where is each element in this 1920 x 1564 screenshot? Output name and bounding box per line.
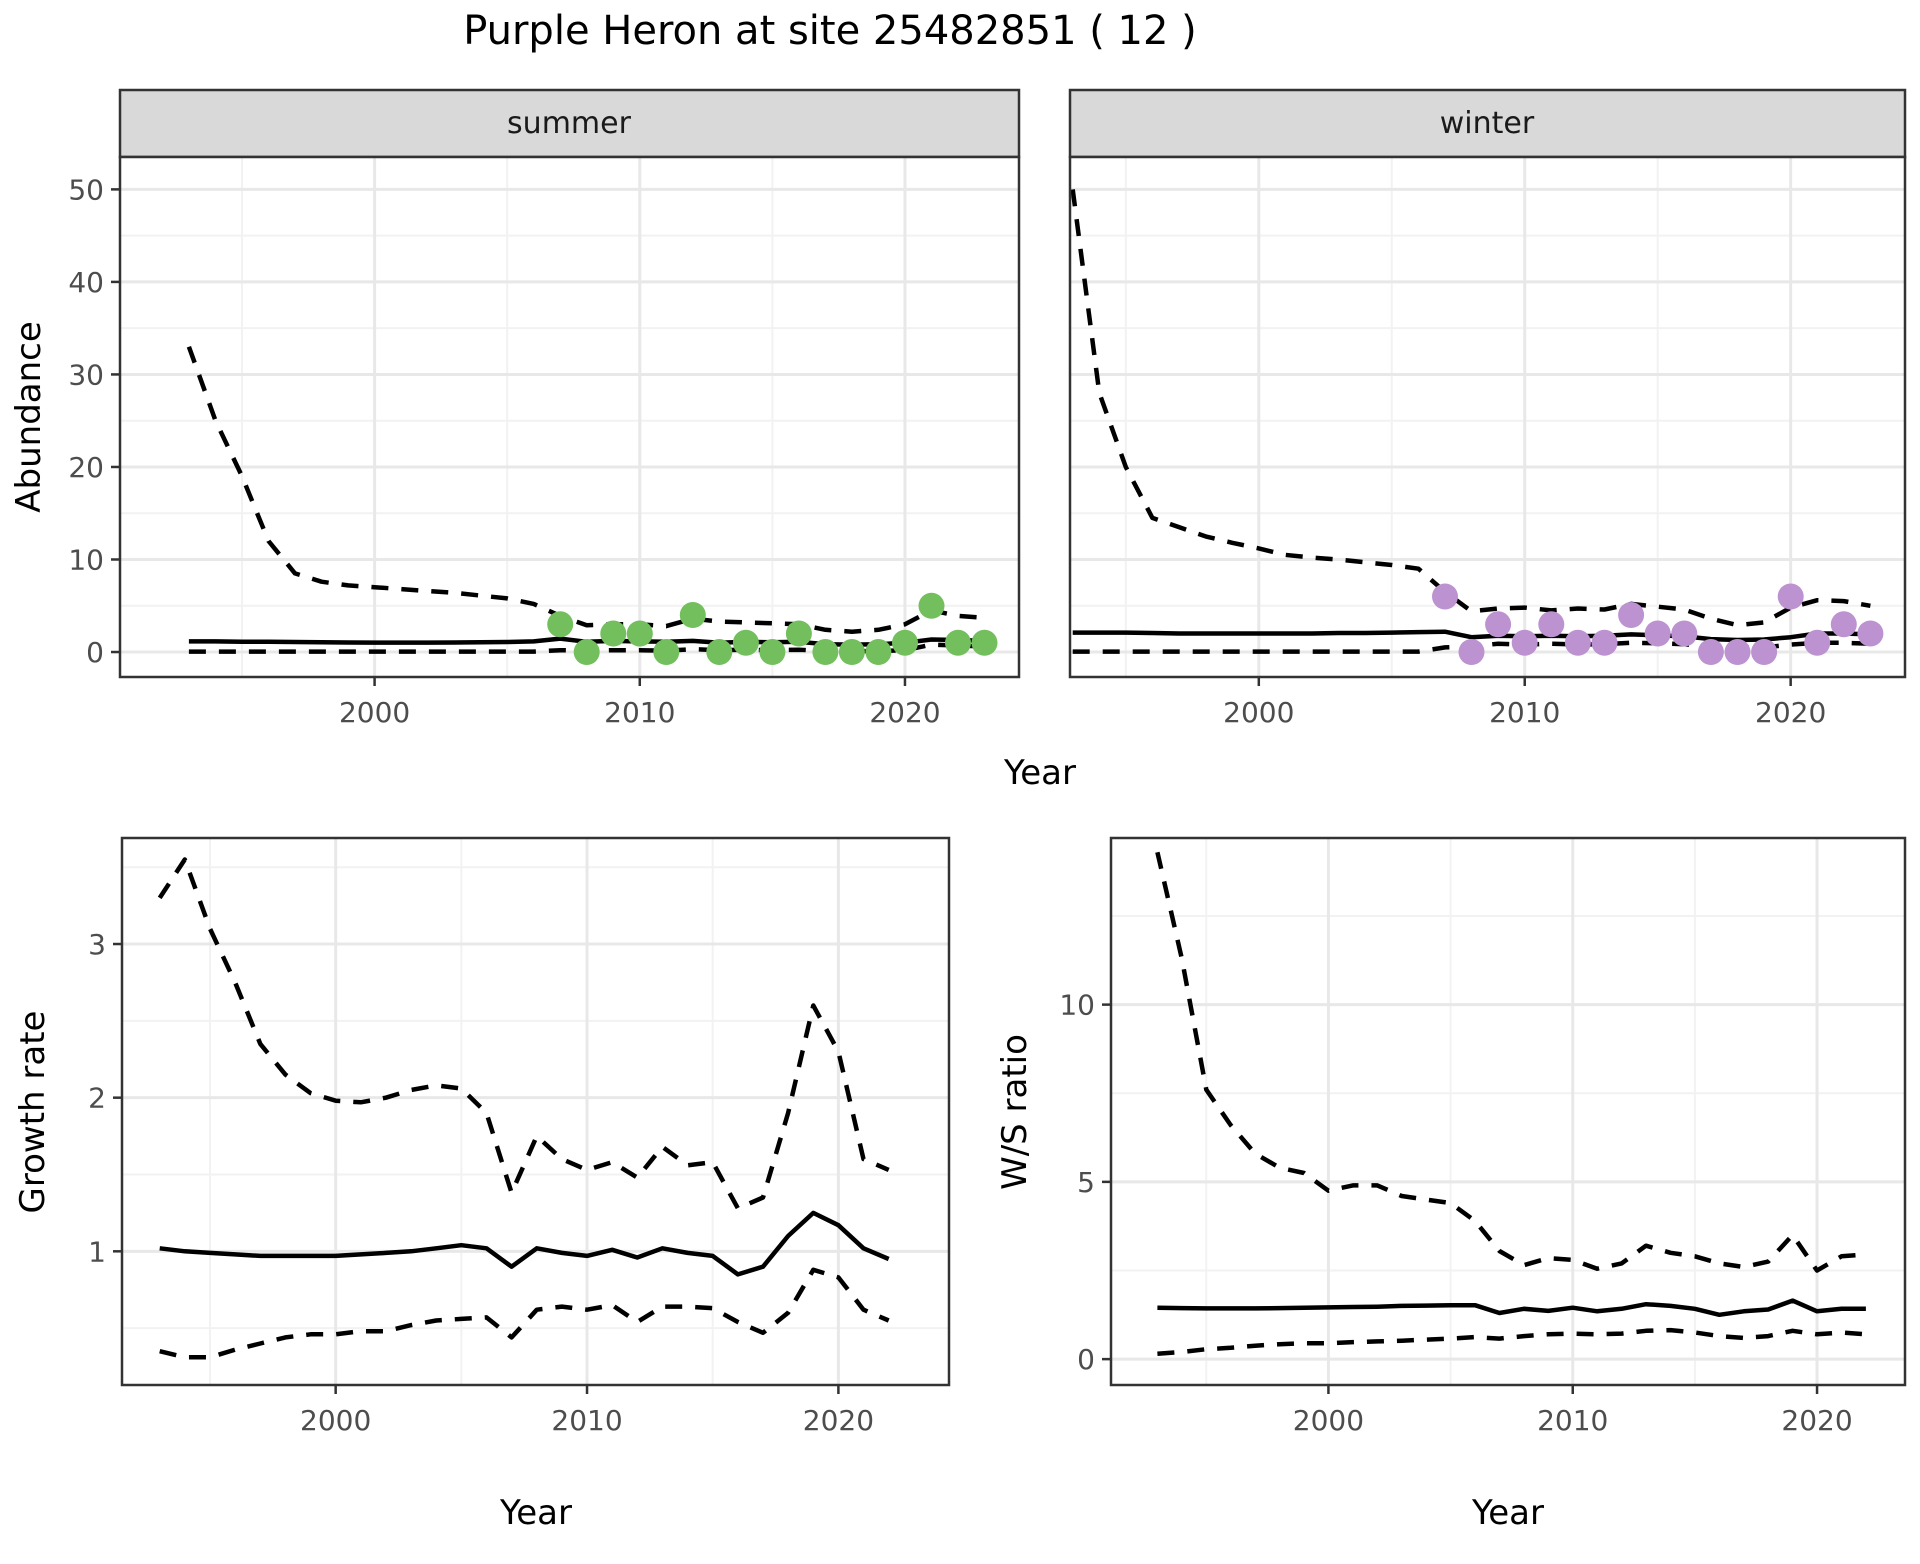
data-point	[918, 592, 945, 619]
data-point	[679, 602, 706, 628]
data-point	[1458, 639, 1485, 665]
panel-growth-rate: 2000 2010 2020 1 2 3	[88, 836, 951, 1437]
data-point	[1432, 583, 1458, 610]
confidence-line-upper_ci	[1155, 851, 1867, 1273]
data-point	[1564, 629, 1591, 656]
panel-border	[1068, 155, 1907, 679]
panel-border	[118, 155, 1021, 679]
panel-abundance-winter: 2000 2010 2020	[1068, 155, 1907, 729]
data-point	[1857, 620, 1884, 647]
y-tick-label: 10	[68, 543, 104, 576]
confidence-line-upper_ci	[186, 345, 985, 634]
panel-background	[1111, 838, 1905, 1385]
y-tick-label: 20	[68, 451, 104, 484]
fitted-line	[1157, 1298, 1866, 1318]
facet-strip-summer-bg	[118, 88, 1021, 159]
y-tick-label: 10	[1059, 989, 1095, 1022]
data-point	[573, 639, 600, 665]
data-point	[600, 620, 627, 647]
data-point	[1618, 602, 1645, 628]
facet-label-summer: summer	[507, 106, 632, 141]
data-point	[1830, 611, 1857, 638]
data-point	[759, 639, 786, 665]
data-point	[838, 639, 865, 665]
panel-background	[122, 838, 949, 1385]
facet-strip-summer: summer	[118, 88, 1021, 159]
x-tick-label: 2000	[1223, 696, 1294, 729]
x-tick-label: 2010	[1537, 1404, 1608, 1437]
y-tick-label: 0	[1077, 1343, 1095, 1376]
data-point	[785, 620, 812, 647]
panel-background	[120, 157, 1019, 677]
x-tick-label: 2010	[551, 1404, 622, 1437]
data-point	[812, 639, 839, 665]
data-point	[706, 639, 733, 665]
data-point	[1804, 629, 1831, 656]
x-axis-title-year-growth: Year	[499, 1493, 572, 1533]
y-axis-title-growth-rate: Growth rate	[13, 1011, 53, 1214]
data-point	[865, 639, 892, 665]
x-tick-label: 2000	[1293, 1404, 1364, 1437]
x-tick-label: 2020	[1755, 696, 1826, 729]
data-point	[1777, 583, 1804, 610]
y-tick-label: 3	[88, 928, 106, 961]
data-point	[1485, 611, 1512, 638]
panel-border	[1109, 836, 1907, 1387]
x-tick-label: 2020	[869, 696, 940, 729]
data-point	[1538, 611, 1565, 638]
panel-background	[1070, 157, 1905, 677]
facet-strip-winter: winter	[1068, 88, 1907, 159]
data-point	[945, 629, 971, 656]
confidence-line-lower_ci	[159, 1267, 890, 1360]
facet-label-winter: winter	[1440, 106, 1535, 141]
panel-ws-ratio: 2000 2010 2020 0 5 10	[1059, 836, 1907, 1437]
data-point	[1511, 629, 1538, 656]
data-point	[1591, 629, 1618, 656]
data-point	[732, 629, 759, 656]
y-tick-label: 50	[68, 173, 104, 206]
x-tick-label: 2020	[1781, 1404, 1852, 1437]
x-tick-label: 2010	[1489, 696, 1560, 729]
data-point	[626, 620, 653, 647]
facet-strip-winter-bg	[1068, 88, 1907, 159]
y-tick-label: 2	[88, 1082, 106, 1115]
confidence-line-upper_ci	[157, 857, 890, 1211]
y-tick-label: 30	[68, 358, 104, 391]
panel-abundance-summer: 2000 2010 2020 0 10 20 30 40 50	[68, 155, 1021, 729]
data-point	[1724, 639, 1751, 665]
data-point	[892, 629, 918, 656]
plot-title: Purple Heron at site 25482851 ( 12 )	[463, 8, 1197, 54]
data-point	[1697, 639, 1724, 665]
data-point	[1644, 620, 1671, 647]
fitted-line	[159, 1210, 890, 1277]
data-point	[971, 629, 998, 656]
data-point	[1671, 620, 1698, 647]
data-point	[1751, 639, 1778, 665]
x-tick-label: 2020	[803, 1404, 874, 1437]
x-tick-label: 2010	[604, 696, 675, 729]
y-axis-title-abundance: Abundance	[9, 321, 49, 513]
x-axis-title-year-top: Year	[1003, 753, 1076, 793]
panel-border	[120, 836, 951, 1387]
x-tick-label: 2000	[300, 1404, 371, 1437]
data-point	[547, 611, 574, 638]
y-tick-label: 0	[86, 636, 104, 669]
data-point	[653, 639, 680, 665]
y-axis-title-ws-ratio: W/S ratio	[995, 1034, 1035, 1190]
y-tick-label: 1	[88, 1235, 106, 1268]
x-axis-title-year-ws: Year	[1471, 1493, 1544, 1533]
y-tick-label: 40	[68, 266, 104, 299]
x-tick-label: 2000	[339, 696, 410, 729]
y-tick-label: 5	[1077, 1166, 1095, 1199]
confidence-line-upper_ci	[1070, 189, 1871, 628]
